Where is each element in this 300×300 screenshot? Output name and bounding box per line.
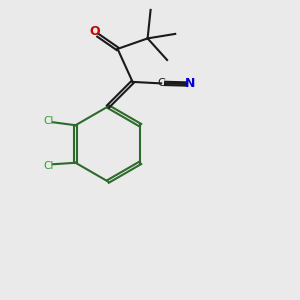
Text: N: N [185, 77, 196, 91]
Text: Cl: Cl [43, 116, 54, 126]
Text: C: C [157, 78, 165, 88]
Text: O: O [89, 25, 100, 38]
Text: Cl: Cl [43, 161, 54, 171]
